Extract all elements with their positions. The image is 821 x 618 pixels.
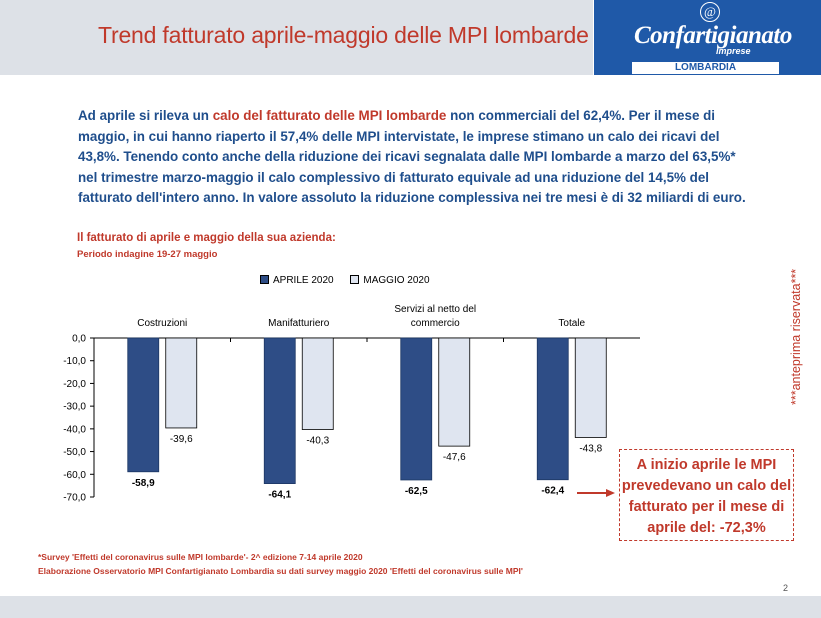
y-tick-label: 0,0 xyxy=(72,334,86,345)
footnote-source: Elaborazione Osservatorio MPI Confartigi… xyxy=(38,566,523,576)
header-divider xyxy=(0,75,821,77)
data-label: -39,6 xyxy=(170,434,193,445)
bar-aprile xyxy=(400,337,433,481)
category-label: Totale xyxy=(558,318,585,329)
side-note: ***anteprima riservata*** xyxy=(789,268,803,405)
data-label: -62,4 xyxy=(541,486,564,497)
category-label: Servizi al netto del xyxy=(394,304,476,315)
y-tick-label: -20,0 xyxy=(63,379,86,390)
data-label: -43,8 xyxy=(579,443,602,454)
logo-subtitle: Imprese xyxy=(716,46,751,56)
bar-aprile xyxy=(127,337,160,473)
bar-maggio xyxy=(165,337,198,429)
intro-highlight: calo del fatturato delle MPI lombarde xyxy=(212,108,447,123)
category-label: Costruzioni xyxy=(137,318,187,329)
bar-chart: 0,0 -10,0 -20,0 -30,0 -40,0 -50,0 -60,0 -70,0 Co… xyxy=(63,304,640,504)
header: Trend fatturato aprile-maggio delle MPI … xyxy=(0,0,821,75)
page-title: Trend fatturato aprile-maggio delle MPI … xyxy=(98,22,589,48)
chart-title: Il fatturato di aprile e maggio della su… xyxy=(77,232,336,244)
y-tick-label: -30,0 xyxy=(63,402,86,413)
footer-band xyxy=(0,596,821,618)
logo-at-symbol: @ xyxy=(700,2,720,22)
logo-wordmark: Confartigianato xyxy=(634,22,792,49)
callout-line-2: prevedevano un calo del xyxy=(621,478,792,494)
callout-arrow-head xyxy=(606,489,615,497)
y-tick-label: -10,0 xyxy=(63,356,86,367)
chart-legend: APRILE 2020 MAGGIO 2020 xyxy=(260,275,444,289)
data-label: -47,6 xyxy=(443,452,466,463)
callout-line-1: A inizio aprile le MPI xyxy=(636,457,777,473)
intro-text-rest: non commerciali del 62,4%. Per il mese d… xyxy=(78,108,746,205)
data-label: -62,5 xyxy=(405,486,428,497)
legend-swatch-aprile xyxy=(260,275,269,284)
bar-maggio xyxy=(438,337,471,447)
y-tick-label: -70,0 xyxy=(63,493,86,504)
logo-region: LOMBARDIA xyxy=(632,62,779,74)
footnote-survey: *Survey 'Effetti del coronavirus sulle M… xyxy=(38,552,363,562)
data-label: -64,1 xyxy=(268,490,291,501)
legend-label-aprile: APRILE 2020 xyxy=(273,275,334,286)
page-number: 2 xyxy=(783,583,789,593)
bar-maggio xyxy=(574,337,607,438)
bar-aprile xyxy=(536,337,569,481)
bar-aprile xyxy=(263,337,296,484)
legend-item-aprile: APRILE 2020 xyxy=(260,275,334,286)
callout-line-3: fatturato per il mese di xyxy=(628,499,785,515)
y-tick-label: -60,0 xyxy=(63,470,86,481)
bar-maggio xyxy=(301,337,334,430)
data-label: -40,3 xyxy=(306,436,329,447)
category-label: Manifatturiero xyxy=(268,318,330,329)
callout-box: A inizio aprile le MPI prevedevano un ca… xyxy=(619,449,794,541)
legend-item-maggio: MAGGIO 2020 xyxy=(350,275,430,286)
intro-text-start: Ad aprile si rileva un xyxy=(78,108,213,123)
y-tick-label: -50,0 xyxy=(63,447,86,458)
intro-paragraph: Ad aprile si rileva un calo del fatturat… xyxy=(78,106,758,209)
legend-swatch-maggio xyxy=(350,275,360,284)
header-band xyxy=(0,0,593,75)
category-label: commercio xyxy=(411,318,460,329)
chart-subtitle: Periodo indagine 19-27 maggio xyxy=(77,249,218,260)
confartigianato-logo: @ Confartigianato Imprese LOMBARDIA xyxy=(594,0,821,75)
data-label: -58,9 xyxy=(132,478,155,489)
legend-label-maggio: MAGGIO 2020 xyxy=(363,275,430,286)
y-tick-label: -40,0 xyxy=(63,424,86,435)
callout-line-4: aprile del: -72,3% xyxy=(647,520,766,536)
